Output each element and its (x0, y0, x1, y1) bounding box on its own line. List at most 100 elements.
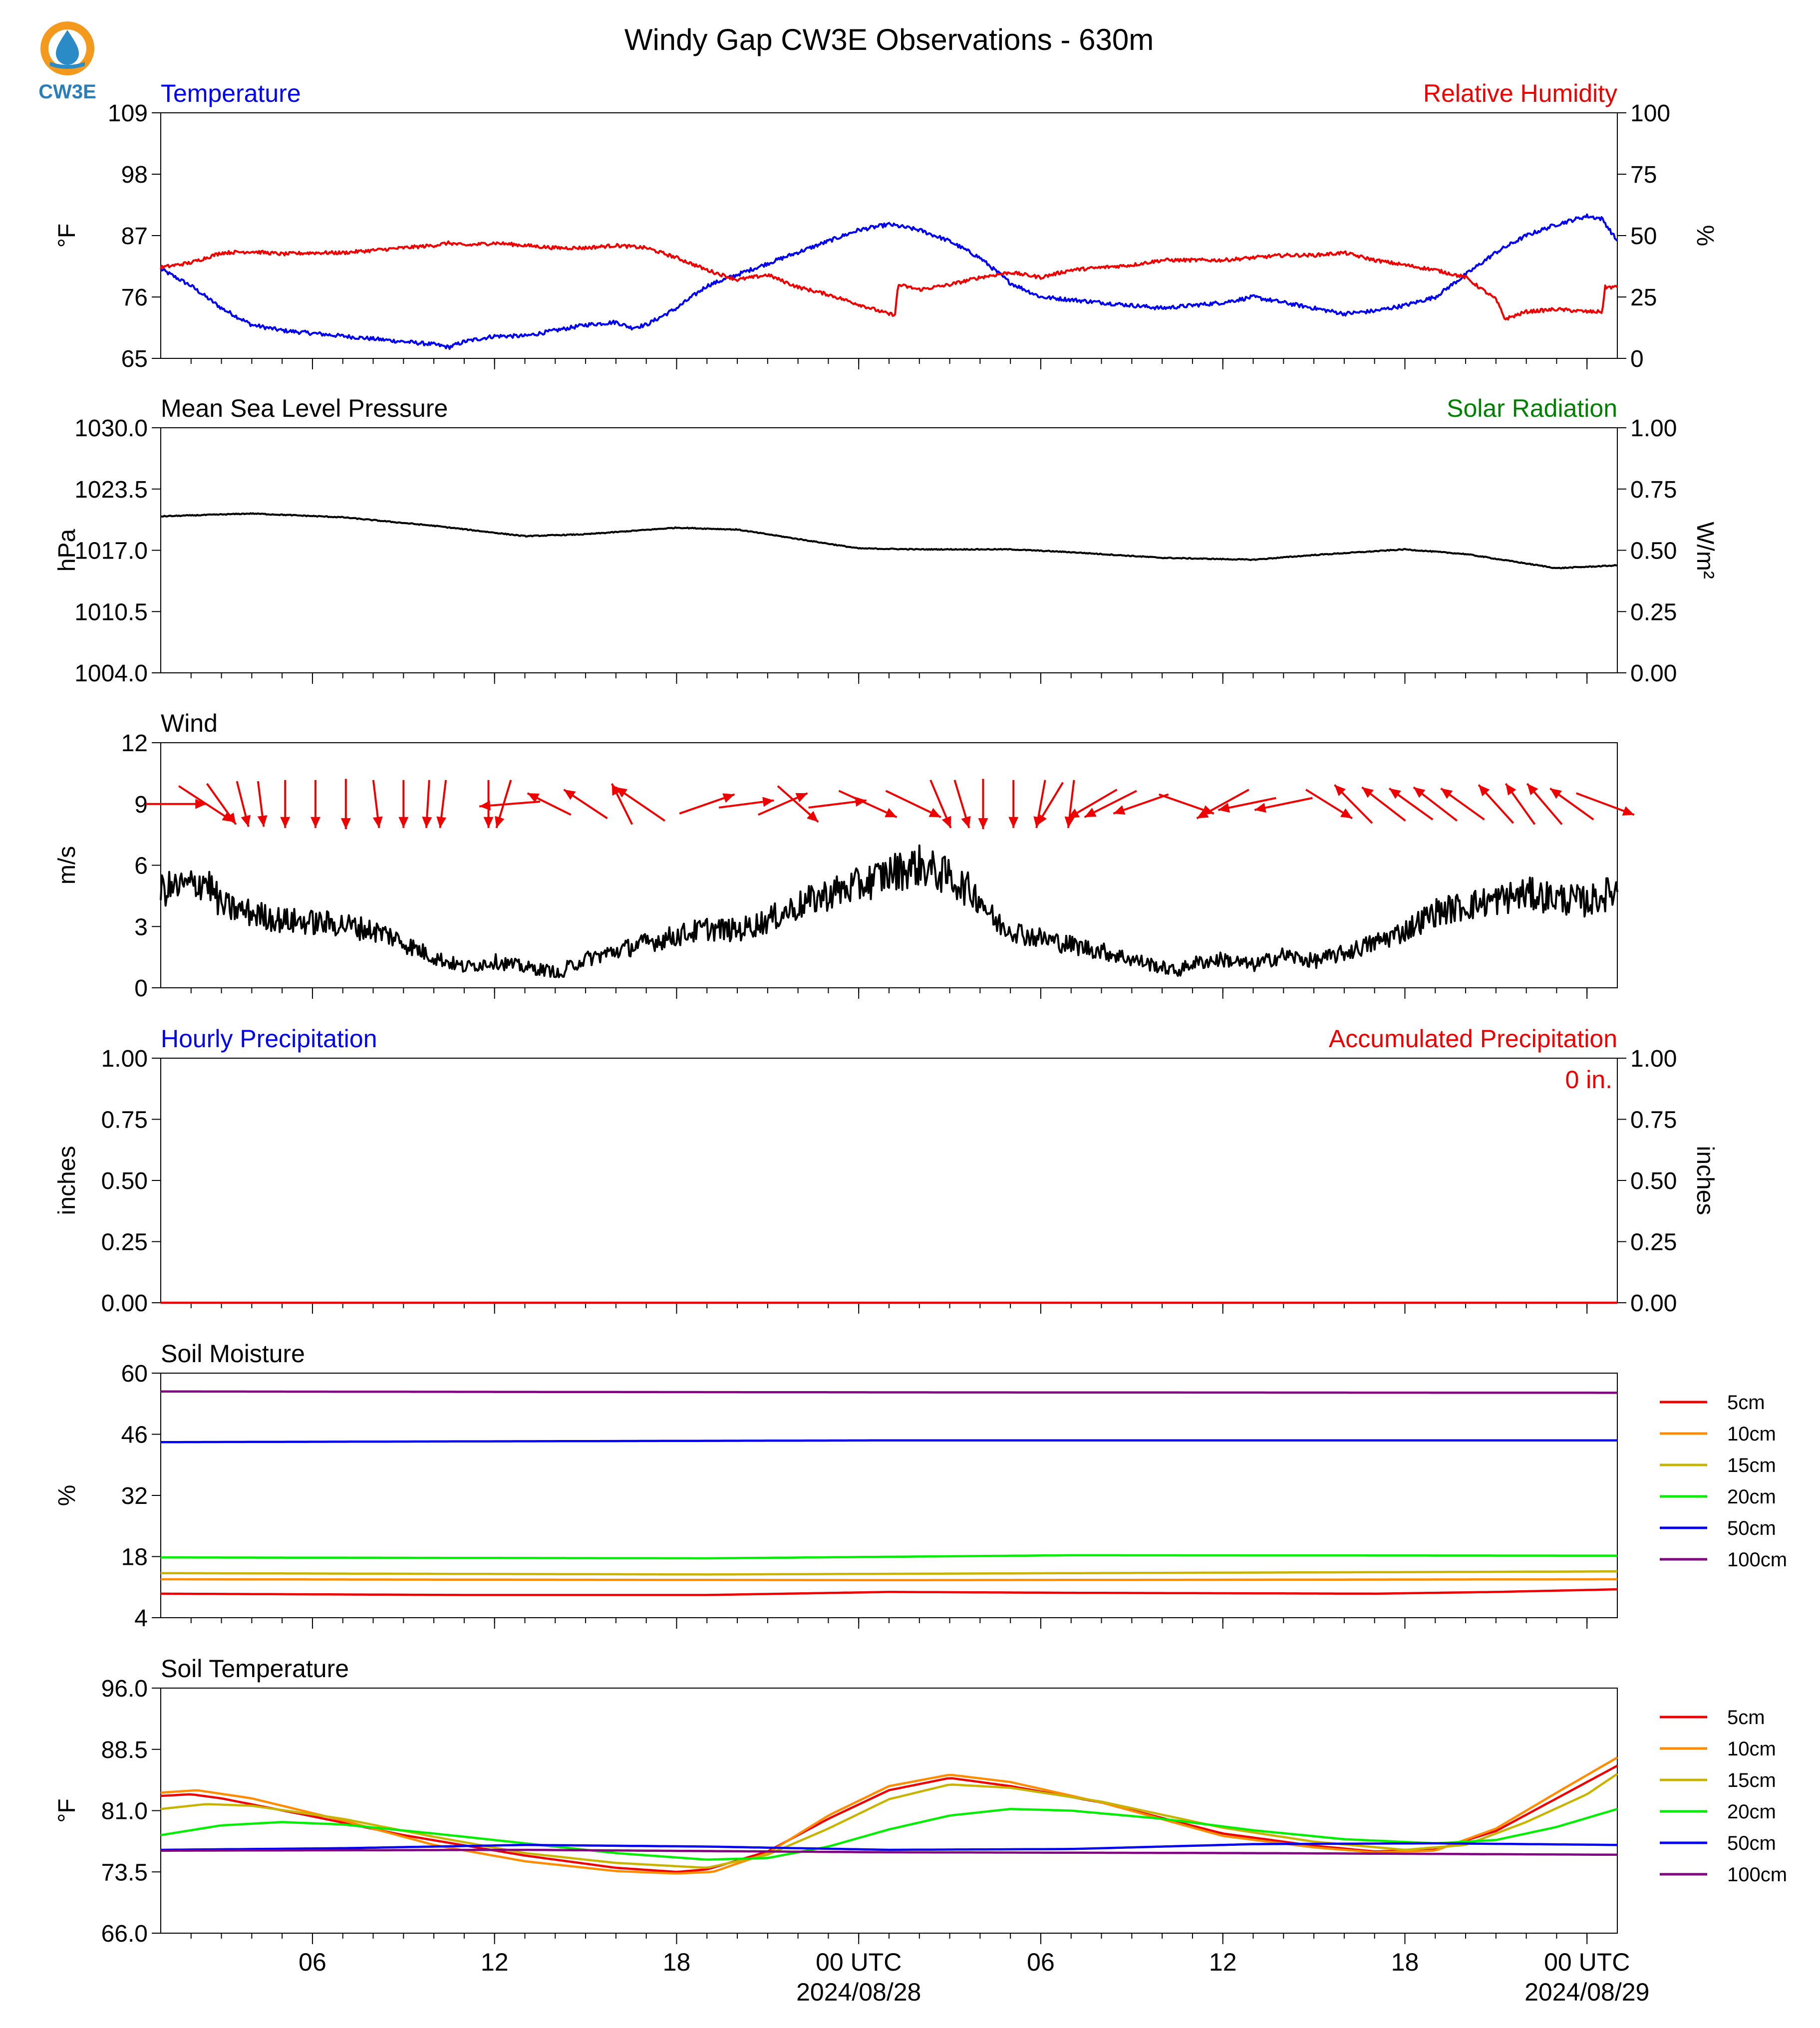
panel-title-pressure: Mean Sea Level Pressure (161, 394, 448, 422)
wind-arrow-head (483, 817, 494, 828)
wind-arrow-head (615, 787, 628, 798)
wind-arrow (527, 792, 572, 816)
wind-arrow (885, 790, 941, 818)
wind-arrow-head (1037, 813, 1047, 826)
wind-arrow (1305, 789, 1353, 820)
wind-arrow-head (941, 816, 951, 828)
y-tick-label-pressure: 1004.0 (74, 660, 148, 687)
wind-arrow-head (885, 808, 897, 818)
legend-label-soil_moisture: 15cm (1727, 1454, 1776, 1476)
wind-arrow-head (961, 816, 971, 828)
wind-arrow (236, 781, 251, 827)
y-label-temperature: °F (54, 224, 80, 248)
y-tick-label-soil_temperature: 73.5 (101, 1859, 148, 1886)
y-right-tick-label-precipitation: 0.00 (1630, 1290, 1677, 1317)
series-line-soil_temperature-10cm (160, 1756, 1618, 1875)
legend-label-soil_moisture: 20cm (1727, 1486, 1776, 1508)
wind-arrow-head (422, 817, 432, 828)
wind-arrow-head (1218, 803, 1230, 813)
wind-arrow-head (195, 799, 207, 809)
y-right-tick-label-precipitation: 0.50 (1630, 1168, 1677, 1194)
wind-arrow (206, 783, 237, 825)
panel-title-precipitation: Hourly Precipitation (161, 1025, 377, 1053)
x-date-label: 2024/08/28 (796, 1978, 921, 2006)
wind-arrow (422, 780, 432, 828)
wind-arrow (978, 779, 988, 830)
y-tick-label-pressure: 1017.0 (74, 538, 148, 565)
y-tick-label-wind: 12 (121, 730, 148, 757)
wind-arrow (1159, 793, 1214, 815)
y-right-label-pressure: W/m² (1692, 522, 1718, 579)
wind-arrow (1478, 784, 1515, 824)
legend-label-soil_temperature: 15cm (1727, 1769, 1776, 1791)
x-tick-label: 06 (1027, 1948, 1055, 1976)
y-right-tick-label-pressure: 0.50 (1630, 538, 1677, 565)
y-right-tick-label-precipitation: 0.25 (1630, 1229, 1677, 1256)
y-tick-label-temperature: 98 (121, 162, 148, 188)
y-tick-label-soil_moisture: 60 (121, 1361, 148, 1387)
legend-label-soil_temperature: 10cm (1727, 1738, 1776, 1760)
wind-arrow (1254, 797, 1313, 813)
wind-arrow-head (1389, 788, 1401, 799)
wind-arrow (838, 790, 898, 818)
wind-arrow (1036, 782, 1064, 826)
y-tick-label-temperature: 109 (108, 100, 148, 127)
wind-arrow (340, 779, 351, 830)
wind-arrow (1196, 789, 1249, 820)
wind-arrow (1064, 780, 1075, 828)
x-date-label: 2024/08/29 (1524, 1978, 1649, 2006)
series-line-soil_moisture-20cm (161, 1554, 1618, 1560)
y-tick-label-pressure: 1030.0 (74, 415, 148, 442)
x-tick-label: 00 UTC (816, 1948, 902, 1976)
wind-arrow-head (928, 808, 941, 818)
wind-arrow-head (527, 793, 540, 803)
wind-arrow (679, 793, 735, 815)
series-line-soil_moisture-5cm (161, 1588, 1618, 1596)
wind-arrow-head (436, 816, 447, 828)
cw3e-logo: CW3E (30, 16, 105, 106)
y-tick-label-soil_temperature: 96.0 (101, 1676, 148, 1702)
panel-title-wind: Wind (161, 709, 218, 737)
y-right-tick-label-pressure: 0.75 (1630, 477, 1677, 503)
wind-arrow-head (1441, 788, 1453, 799)
wind-arrow (280, 780, 291, 828)
wind-arrow-head (795, 793, 808, 803)
legend-label-soil_moisture: 50cm (1727, 1517, 1776, 1539)
wind-arrow (1361, 786, 1406, 822)
wind-arrow-head (1527, 783, 1538, 796)
figure-title: Windy Gap CW3E Observations - 630m (624, 23, 1154, 56)
x-tick-label: 18 (1391, 1948, 1419, 1976)
wind-arrow-head (495, 816, 505, 828)
wind-arrow (1067, 789, 1118, 820)
legend-label-soil_temperature: 20cm (1727, 1801, 1776, 1823)
x-tick-label: 00 UTC (1544, 1948, 1630, 1976)
y-label-soil_temperature: °F (54, 1798, 80, 1823)
y-right-tick-label-temperature: 25 (1630, 285, 1657, 311)
wind-arrow-head (1362, 787, 1374, 798)
y-label-pressure: hPa (54, 529, 80, 572)
y-label-precipitation: inches (54, 1146, 80, 1215)
y-tick-label-wind: 3 (134, 914, 148, 940)
x-tick-label: 06 (299, 1948, 326, 1976)
wind-arrow-head (1340, 808, 1352, 819)
wind-arrow-head (1506, 783, 1517, 796)
wind-arrow-head (1068, 808, 1080, 819)
wind-arrow-head (372, 816, 383, 828)
wind-arrow-head (1479, 785, 1490, 797)
y-tick-label-precipitation: 1.00 (101, 1046, 148, 1072)
wind-arrow (1333, 784, 1373, 824)
y-label-wind: m/s (54, 846, 80, 884)
legend-label-soil_temperature: 5cm (1727, 1707, 1765, 1729)
wind-arrow (1008, 780, 1019, 828)
wind-arrow (953, 780, 971, 829)
wind-arrow-head (978, 818, 988, 830)
wind-arrow (758, 792, 808, 816)
wind-arrow-head (241, 815, 251, 827)
series-line-temperature-0 (160, 213, 1618, 350)
logo-text: CW3E (38, 81, 96, 103)
wind-arrow-head (1064, 816, 1075, 828)
x-tick-label: 18 (663, 1948, 691, 1976)
y-tick-label-precipitation: 0.25 (101, 1229, 148, 1256)
panel-title-temperature: Temperature (161, 79, 301, 107)
y-tick-label-soil_temperature: 81.0 (101, 1798, 148, 1825)
